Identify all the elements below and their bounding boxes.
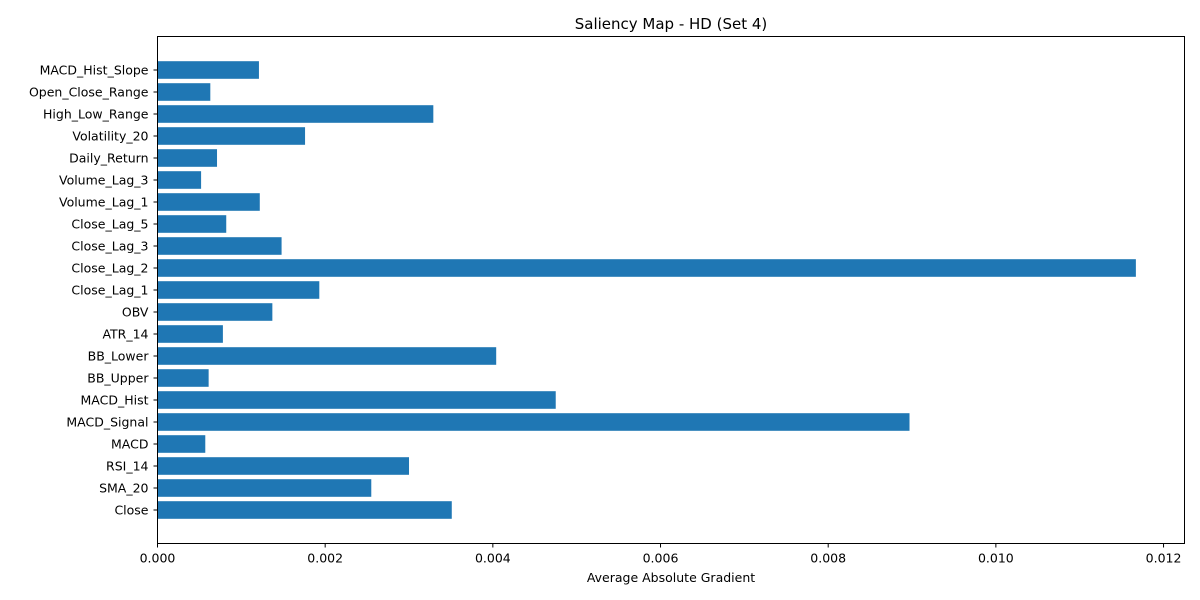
y-tick-label: Close: [114, 503, 148, 518]
bar-volatility-20: [157, 127, 306, 145]
y-tick-label: ATR_14: [102, 327, 148, 342]
bar-close-lag-3: [157, 237, 282, 255]
x-tick-label: 0.000: [140, 551, 176, 566]
y-tick-label: Close_Lag_1: [71, 283, 148, 298]
x-axis-ticks: 0.000 0.002 0.004 0.006 0.008 0.010 0.012: [140, 543, 1182, 566]
chart-title: Saliency Map - HD (Set 4): [575, 15, 768, 33]
bar-close-lag-1: [157, 281, 320, 299]
bar-macd-signal: [157, 413, 910, 431]
bar-atr-14: [157, 325, 223, 343]
x-tick-label: 0.012: [1146, 551, 1182, 566]
bar-open-close-range: [157, 83, 211, 101]
x-tick-label: 0.002: [307, 551, 343, 566]
y-tick-label: MACD: [111, 437, 148, 452]
bar-obv: [157, 303, 273, 321]
y-tick-label: OBV: [122, 305, 149, 320]
bar-bb-upper: [157, 369, 209, 387]
y-tick-label: BB_Lower: [88, 349, 150, 364]
bar-bb-lower: [157, 347, 497, 365]
y-tick-label: Volume_Lag_3: [59, 173, 149, 188]
y-tick-label: Daily_Return: [69, 151, 148, 166]
y-tick-label: High_Low_Range: [43, 107, 149, 122]
x-tick-label: 0.006: [643, 551, 679, 566]
y-tick-label: MACD_Hist: [80, 393, 148, 408]
y-tick-label: MACD_Hist_Slope: [40, 63, 149, 78]
y-tick-label: BB_Upper: [87, 371, 149, 386]
x-tick-label: 0.008: [810, 551, 846, 566]
bar-macd-hist-slope: [157, 61, 259, 79]
bar-close: [157, 501, 452, 519]
bar-daily-return: [157, 149, 218, 167]
bar-group: [157, 61, 1136, 519]
y-tick-label: Close_Lag_3: [71, 239, 148, 254]
x-tick-label: 0.010: [978, 551, 1014, 566]
bar-macd-hist: [157, 391, 556, 409]
x-axis-title: Average Absolute Gradient: [587, 570, 755, 585]
y-tick-label: MACD_Signal: [66, 415, 148, 430]
y-tick-label: Open_Close_Range: [29, 85, 149, 100]
y-tick-label: Volatility_20: [72, 129, 148, 144]
bar-close-lag-5: [157, 215, 227, 233]
bar-volume-lag-1: [157, 193, 260, 211]
bar-macd: [157, 435, 206, 453]
y-tick-label: SMA_20: [99, 481, 148, 496]
bar-sma-20: [157, 479, 372, 497]
y-tick-label: RSI_14: [106, 459, 149, 474]
y-tick-label: Close_Lag_2: [71, 261, 148, 276]
plot-frame: [157, 36, 1185, 544]
y-tick-label: Volume_Lag_1: [59, 195, 149, 210]
bar-high-low-range: [157, 105, 434, 123]
bar-rsi-14: [157, 457, 410, 475]
bar-volume-lag-3: [157, 171, 202, 189]
x-tick-label: 0.004: [475, 551, 511, 566]
y-axis-ticks: Close SMA_20 RSI_14 MACD MACD_Signal MACD_His…: [29, 63, 158, 518]
y-tick-label: Close_Lag_5: [71, 217, 148, 232]
bar-close-lag-2: [157, 259, 1136, 277]
